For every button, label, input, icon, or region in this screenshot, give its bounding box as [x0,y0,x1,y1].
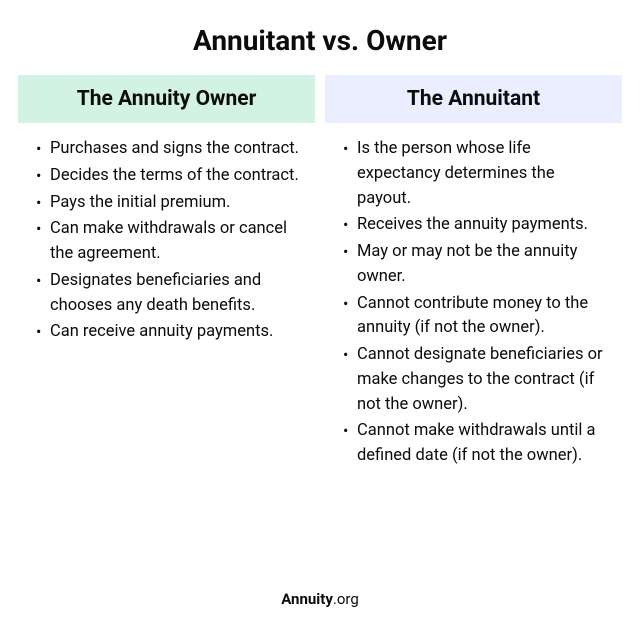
footer-tld: .org [333,590,359,608]
list-item: Cannot contribute money to the annuity (… [339,292,610,342]
page-title: Annuitant vs. Owner [18,24,622,57]
owner-header: The Annuity Owner [18,75,315,123]
list-item: Pays the initial premium. [32,191,303,216]
annuitant-body: Is the person whose life expectancy dete… [325,123,622,481]
list-item: May or may not be the annuity owner. [339,240,610,290]
list-item: Decides the terms of the contract. [32,164,303,189]
list-item: Can receive annuity payments. [32,320,303,345]
footer-brand: Annuity [281,590,333,608]
list-item: Designates beneficiaries and chooses any… [32,269,303,319]
list-item: Is the person whose life expectancy dete… [339,137,610,211]
annuitant-list: Is the person whose life expectancy dete… [339,137,610,469]
list-item: Receives the annuity payments. [339,213,610,238]
owner-body: Purchases and signs the contract. Decide… [18,123,315,357]
footer-attribution: Annuity.org [18,590,622,608]
list-item: Cannot designate beneficiaries or make c… [339,343,610,417]
owner-column: The Annuity Owner Purchases and signs th… [18,75,315,584]
owner-list: Purchases and signs the contract. Decide… [32,137,303,345]
annuitant-column: The Annuitant Is the person whose life e… [325,75,622,584]
annuitant-header: The Annuitant [325,75,622,123]
comparison-columns: The Annuity Owner Purchases and signs th… [18,75,622,584]
list-item: Cannot make withdrawals until a defined … [339,419,610,469]
list-item: Purchases and signs the contract. [32,137,303,162]
list-item: Can make withdrawals or cancel the agree… [32,217,303,267]
